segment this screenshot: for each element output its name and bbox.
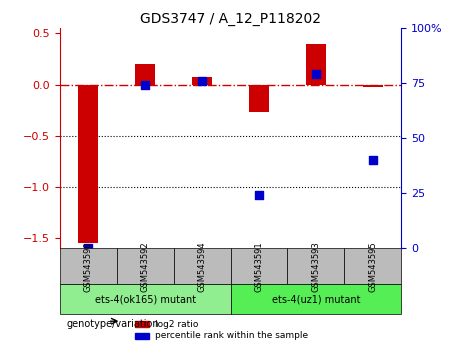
Bar [135,321,148,327]
Text: GSM543590: GSM543590 [84,241,93,292]
Text: GSM543592: GSM543592 [141,241,150,292]
Point [85,245,92,251]
Bar [363,85,383,87]
Point [369,157,376,163]
Text: genotype/variation: genotype/variation [67,319,160,329]
Text: percentile rank within the sample: percentile rank within the sample [155,331,308,340]
Point [198,78,206,84]
Bar [78,85,98,243]
FancyBboxPatch shape [60,248,117,284]
Bar [192,78,212,85]
Text: GSM543595: GSM543595 [368,241,377,292]
Bar [249,85,269,112]
Text: GSM543594: GSM543594 [198,241,207,292]
Point [312,72,319,77]
FancyBboxPatch shape [174,248,230,284]
FancyBboxPatch shape [344,248,401,284]
Bar [135,64,155,85]
FancyBboxPatch shape [60,284,230,314]
Text: ets-4(uz1) mutant: ets-4(uz1) mutant [272,295,360,304]
Title: GDS3747 / A_12_P118202: GDS3747 / A_12_P118202 [140,12,321,26]
FancyBboxPatch shape [287,248,344,284]
Bar [306,44,326,85]
Text: log2 ratio: log2 ratio [155,320,199,329]
Text: ets-4(ok165) mutant: ets-4(ok165) mutant [95,295,196,304]
Text: GSM543591: GSM543591 [254,241,263,292]
Point [142,82,149,88]
FancyBboxPatch shape [117,248,174,284]
FancyBboxPatch shape [230,284,401,314]
FancyBboxPatch shape [230,248,287,284]
Point [255,193,263,198]
Bar [135,333,148,339]
Text: GSM543593: GSM543593 [311,241,320,292]
